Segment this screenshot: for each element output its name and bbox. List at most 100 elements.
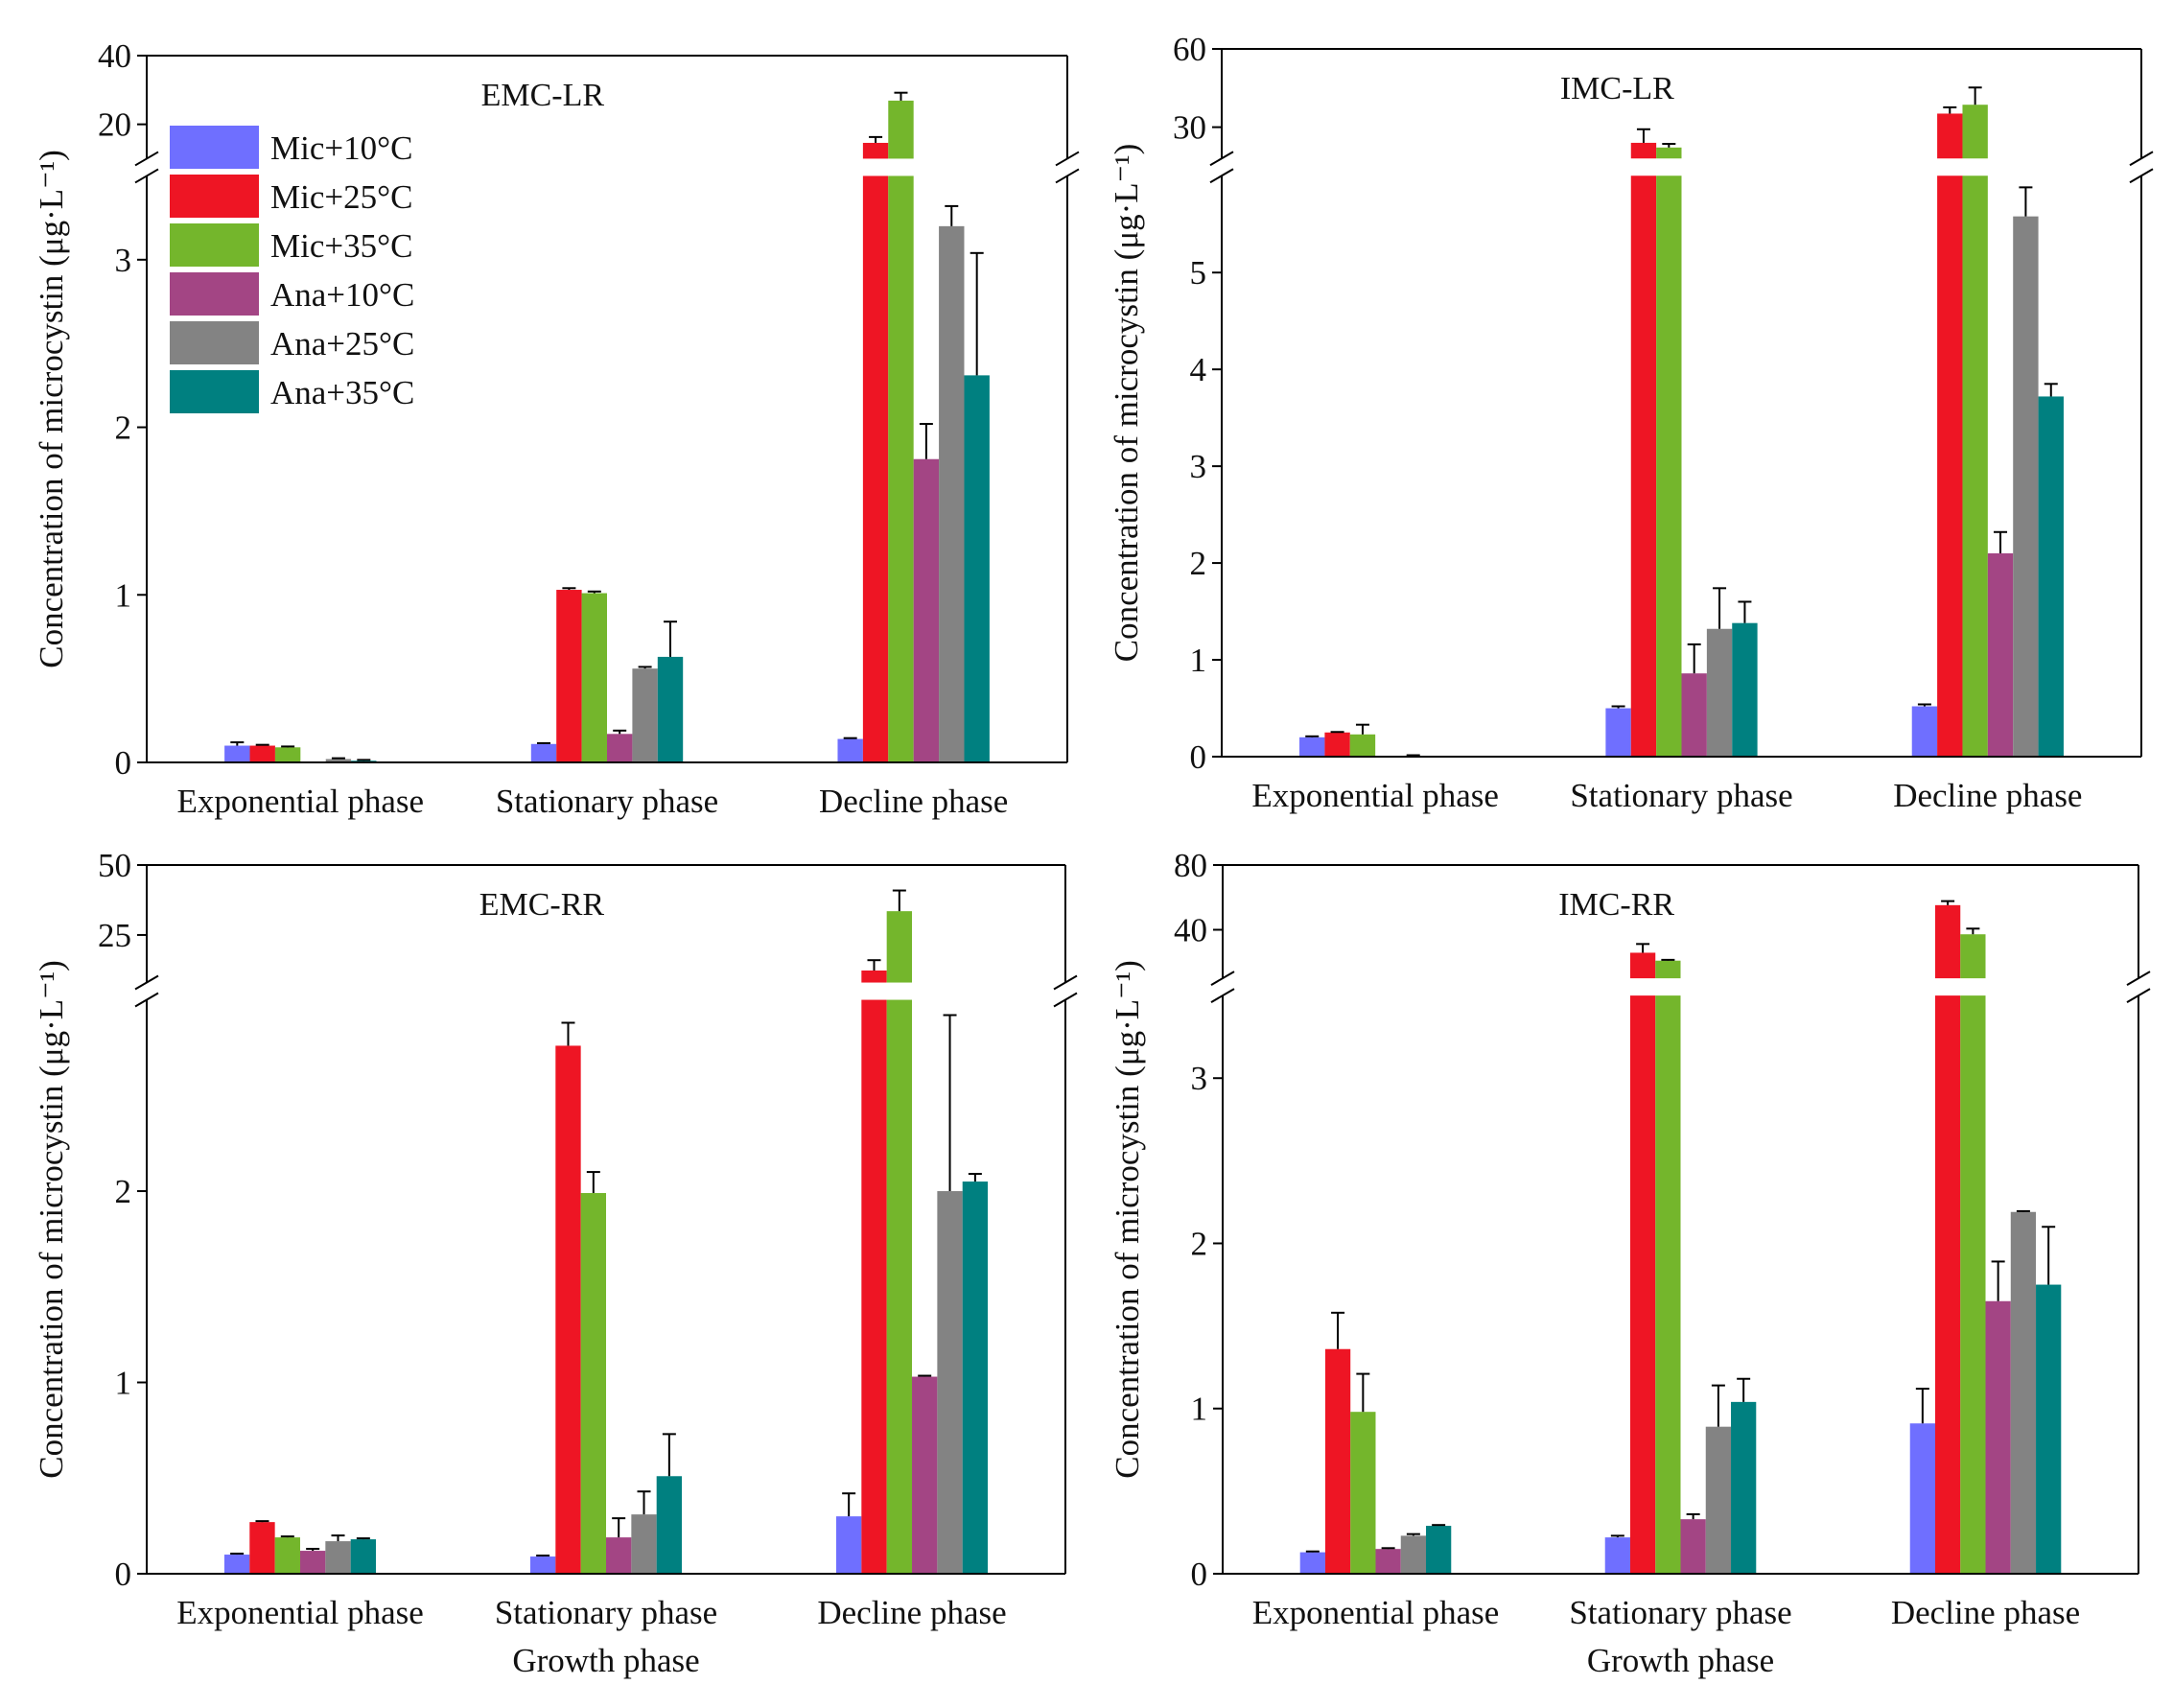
bar [861,970,887,1574]
y-tick-label: 1 [115,1365,132,1402]
chart-title: IMC-RR [1558,887,1674,923]
bar [632,668,658,762]
bar [1426,1526,1452,1574]
legend-label: Mic+35°C [270,227,412,265]
bar [1630,142,1657,757]
bar [2013,216,2039,757]
bar [325,759,352,762]
x-category-label: Stationary phase [496,783,718,820]
x-axis-label: Growth phase [1587,1642,1774,1679]
bar [274,747,301,762]
legend-swatch [170,370,259,413]
bar [835,1516,862,1574]
y-tick-label: 20 [98,106,131,144]
axis-break-mark [1210,971,1235,986]
legend-label: Ana+35°C [270,374,414,411]
y-tick-label: 60 [1173,31,1206,68]
legend: Mic+10°C Mic+25°C Mic+35°C Ana+10°C Ana+25°C… [170,126,414,413]
y-tick-label: 25 [98,917,131,954]
y-axis-label: Concentration of microcystin (μg·L⁻¹) [1108,144,1145,663]
axis-break-mark [2129,168,2154,184]
x-axis-label: Growth phase [512,1642,699,1679]
x-category-label: Exponential phase [176,1594,424,1631]
bar [631,1514,657,1574]
bar [1911,706,1938,757]
axis-break-mark [1055,151,1080,167]
bar [1324,1348,1351,1574]
bar [299,1551,326,1574]
bar [1680,1519,1706,1574]
bar [862,142,889,762]
x-category-label: Stationary phase [495,1594,717,1631]
y-tick-label: 4 [1190,351,1207,388]
bar [656,1476,683,1574]
bar [1656,147,1682,757]
bar [274,1537,300,1574]
legend-swatch [170,321,259,364]
y-tick-label: 50 [98,847,131,884]
bar [1909,1423,1935,1574]
y-tick-label: 0 [1190,738,1207,776]
x-category-label: Exponential phase [177,783,425,820]
axis-break-gap [148,982,1064,1000]
y-tick-label: 80 [1174,847,1207,884]
y-tick-label: 2 [115,1173,132,1210]
bar [249,1522,275,1574]
chart-title: EMC-RR [479,887,605,923]
bar [606,1537,632,1574]
y-tick-label: 40 [98,37,131,75]
bar [1604,1537,1630,1574]
axis-break-mark [1209,168,1234,184]
axis-break-mark [2126,971,2151,986]
legend-label: Ana+10°C [270,276,414,314]
axis-break-mark [134,168,159,184]
bar [529,1556,556,1574]
bar [913,458,940,762]
bar [1400,1535,1427,1574]
bar [837,738,863,762]
axis-break-mark [1053,992,1078,1008]
axis-break-mark [134,974,159,991]
bar [581,593,607,762]
bar [2036,1284,2062,1574]
y-tick-label: 30 [1173,109,1206,147]
y-tick-label: 1 [1190,642,1207,679]
y-tick-label: 1 [115,576,132,614]
bar [888,100,914,762]
y-axis-label: Concentration of microcystin (μg·L⁻¹) [33,150,70,668]
axis-break-mark [134,151,159,167]
bar [1681,673,1707,757]
axis-break-gap [1223,158,2140,176]
bar [937,1191,963,1574]
x-category-label: Decline phase [1891,1594,2080,1631]
axis-break-mark [2129,151,2154,167]
bar [556,590,582,762]
bar [223,1555,250,1574]
bar [657,656,684,762]
bar [1375,1549,1401,1574]
bar [912,1376,938,1574]
bar [1706,628,1733,757]
legend-swatch [170,223,259,267]
bar [224,745,250,762]
legend-label: Ana+25°C [270,325,414,363]
y-tick-label: 2 [1190,545,1207,582]
bar [1299,1552,1325,1574]
panel-imc-rr: 0 1 2 3 40 80 Exponential phase Stationary phas… [1109,847,2151,1679]
bar [939,225,965,762]
axis-break-mark [1209,151,1234,167]
y-axis-label: Concentration of microcystin (μg·L⁻¹) [33,960,70,1479]
y-tick-label: 0 [1191,1556,1208,1593]
bar [1937,113,1963,758]
panel-emc-lr: 0 1 2 3 20 40 Exponential phase Stationary phas… [33,37,1080,820]
y-tick-label: 3 [1191,1060,1208,1097]
x-category-label: Stationary phase [1569,1594,1791,1631]
bar [325,1541,351,1574]
axis-break-gap [1224,978,2138,996]
bar [1629,952,1656,1574]
bar [2010,1211,2037,1574]
y-tick-label: 2 [1191,1225,1208,1262]
axis-break-mark [134,992,159,1008]
bar [350,1539,377,1574]
